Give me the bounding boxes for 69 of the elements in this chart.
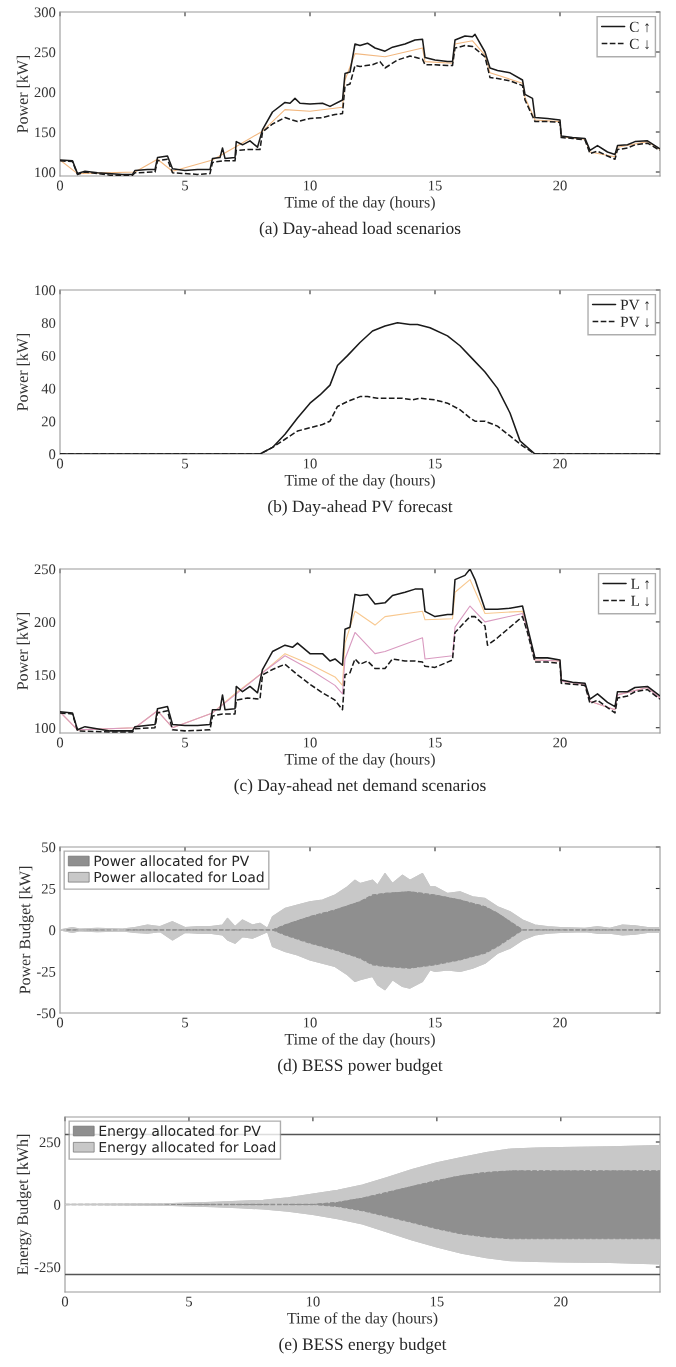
legend-label: Energy allocated for PV	[99, 1125, 261, 1139]
y-tick-label: 150	[35, 670, 56, 681]
y-tick-label: 0	[49, 925, 56, 936]
legend-label: L ↓	[631, 595, 649, 607]
legend-label: PV ↓	[620, 316, 649, 328]
legend-label: C ↑	[629, 21, 649, 33]
y-tick-label: 50	[42, 842, 56, 853]
text: (a) Day-ahead load scenarios	[259, 221, 461, 238]
y-tick-label: 250	[39, 1137, 61, 1148]
y-tick-label: 0	[49, 449, 56, 460]
x-tick-label: 10	[303, 458, 317, 469]
x-tick-label: 20	[553, 180, 567, 191]
x-tick-label: 5	[182, 1017, 189, 1028]
text: (d) BESS power budget	[278, 1058, 443, 1075]
y-axis-title: Power [kW]	[16, 333, 30, 411]
x-axis-title: Time of the day (hours)	[284, 1033, 435, 1048]
y-tick-label: 250	[34, 564, 56, 575]
x-tick-label: 15	[428, 737, 442, 748]
x-tick-label: 10	[303, 180, 317, 191]
y-tick-label: -250	[34, 1262, 61, 1273]
legend-label: C ↓	[629, 38, 649, 50]
x-tick-label: 5	[182, 737, 189, 748]
x-tick-label: 10	[306, 1296, 320, 1307]
text: (b) Day-ahead PV forecast	[268, 499, 453, 516]
text: (c) Day-ahead net demand scenarios	[234, 778, 486, 795]
x-tick-label: 5	[182, 458, 189, 469]
x-tick-label: 15	[428, 1017, 442, 1028]
x-tick-label: 20	[553, 458, 567, 469]
x-tick-label: 20	[554, 1296, 568, 1307]
y-tick-label: 200	[34, 617, 56, 628]
y-axis-title: Energy Budget [kWh]	[16, 1134, 32, 1275]
x-axis-title: Time of the day (hours)	[284, 196, 435, 211]
y-tick-label: 40	[41, 383, 56, 394]
x-tick-label: 15	[430, 1296, 444, 1307]
y-axis-title: Power [kW]	[16, 612, 30, 690]
y-tick-label: 80	[41, 318, 56, 328]
x-tick-label: 10	[303, 737, 317, 748]
x-tick-label: 15	[428, 180, 442, 191]
y-tick-label: 0	[54, 1199, 61, 1210]
y-axis-title: Power [kW]	[16, 55, 30, 133]
legend-label: PV ↑	[620, 299, 649, 311]
legend-label: Power allocated for PV	[94, 855, 250, 867]
text: (e) BESS energy budget	[279, 1337, 447, 1354]
legend-label: Power allocated for Load	[94, 871, 264, 883]
legend-label: L ↑	[631, 578, 649, 590]
y-tick-label: 150	[35, 127, 56, 138]
legend-label: Energy allocated for Load	[99, 1141, 276, 1155]
x-tick-label: 10	[303, 1017, 317, 1028]
x-axis-title: Time of the day (hours)	[284, 753, 435, 768]
x-tick-label: 15	[428, 458, 442, 469]
x-tick-label: 0	[61, 1296, 69, 1307]
y-tick-label: 25	[41, 883, 56, 894]
y-tick-label: 100	[35, 723, 56, 733]
x-axis-title: Time of the day (hours)	[287, 1312, 438, 1327]
x-axis-title: Time of the day (hours)	[284, 474, 435, 489]
y-tick-label: 20	[41, 416, 56, 427]
y-tick-label: 200	[34, 87, 56, 98]
x-tick-label: 5	[186, 1296, 193, 1307]
y-tick-label: -25	[36, 966, 56, 977]
x-tick-label: 20	[553, 1017, 567, 1028]
y-tick-label: 300	[34, 7, 56, 18]
x-tick-label: 5	[182, 180, 189, 191]
y-tick-label: 60	[41, 350, 56, 361]
y-tick-label: 100	[35, 167, 56, 178]
y-tick-label: -50	[36, 1008, 56, 1019]
x-tick-label: 20	[553, 737, 567, 748]
y-axis-title: Power Budget [kW]	[19, 866, 34, 994]
y-tick-label: 250	[34, 47, 56, 58]
y-tick-label: 100	[35, 285, 56, 296]
